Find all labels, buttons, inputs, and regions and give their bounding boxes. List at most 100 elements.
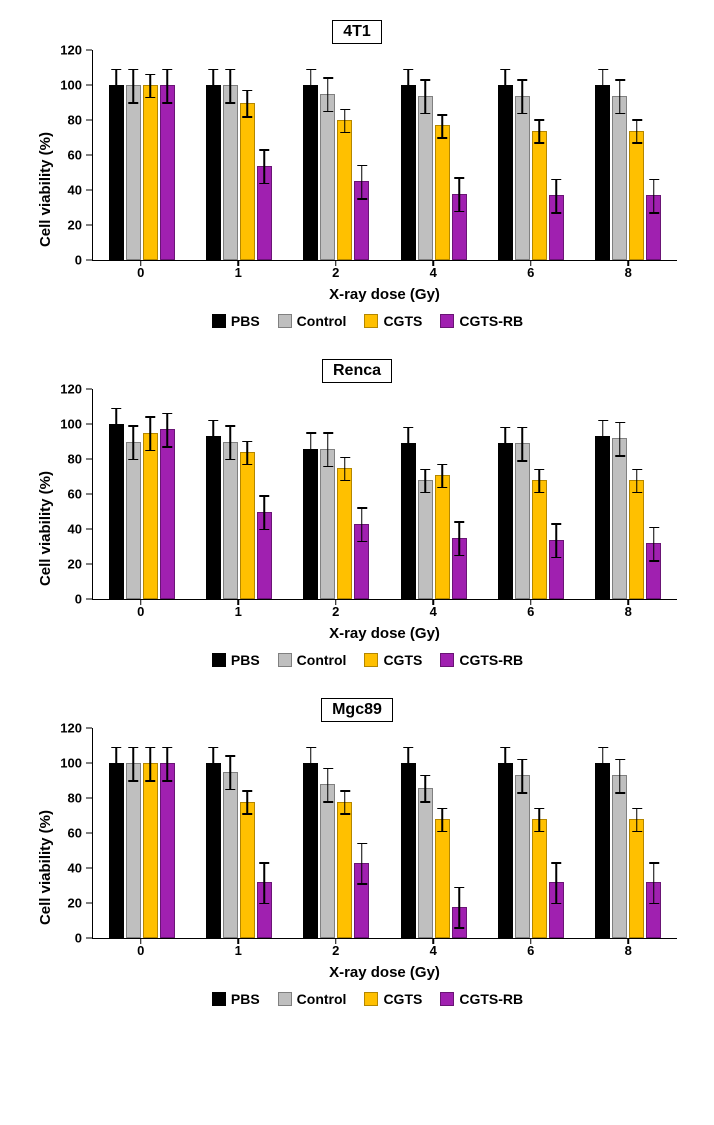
plot-area — [92, 389, 677, 600]
bar-group — [288, 389, 385, 599]
x-axis: 012468 — [92, 939, 677, 958]
bar — [354, 524, 369, 599]
y-axis-label: Cell viability (%) — [37, 810, 54, 925]
bar-group — [580, 389, 677, 599]
bar — [354, 181, 369, 260]
bar — [452, 907, 467, 939]
bar — [109, 763, 124, 938]
legend-item: PBS — [212, 313, 260, 329]
legend: PBSControlCGTSCGTS-RB — [58, 313, 677, 329]
x-axis-label: X-ray dose (Gy) — [92, 625, 677, 642]
bar-group — [190, 728, 287, 938]
legend-swatch — [440, 992, 454, 1006]
legend-item: Control — [278, 991, 347, 1007]
bar-group — [482, 50, 579, 260]
bar — [126, 85, 141, 260]
bar-group — [288, 728, 385, 938]
chart-panel: Mgc89 Cell viability (%)02040608010012001… — [37, 698, 677, 1007]
bar — [498, 763, 513, 938]
bar — [515, 96, 530, 261]
legend-swatch — [364, 314, 378, 328]
bar — [612, 775, 627, 938]
plot-area — [92, 50, 677, 261]
legend: PBSControlCGTSCGTS-RB — [58, 991, 677, 1007]
bar-group — [385, 728, 482, 938]
bar — [532, 480, 547, 599]
bar — [629, 131, 644, 261]
bar — [515, 443, 530, 599]
bar — [452, 194, 467, 261]
bar — [498, 443, 513, 599]
bar — [646, 543, 661, 599]
legend-item: CGTS-RB — [440, 313, 523, 329]
bar — [401, 443, 416, 599]
bar — [401, 85, 416, 260]
bar — [109, 85, 124, 260]
bar — [595, 763, 610, 938]
bar — [418, 788, 433, 939]
bar — [206, 436, 221, 599]
y-axis-label: Cell viability (%) — [37, 471, 54, 586]
bar-group — [288, 50, 385, 260]
bar — [257, 166, 272, 261]
bar — [223, 772, 238, 938]
legend-item: Control — [278, 652, 347, 668]
bar — [337, 468, 352, 599]
bar — [206, 763, 221, 938]
legend-swatch — [278, 653, 292, 667]
bar — [629, 819, 644, 938]
bar — [303, 85, 318, 260]
y-axis: 020406080100120 — [58, 50, 92, 260]
bar-group — [190, 50, 287, 260]
y-axis: 020406080100120 — [58, 728, 92, 938]
bar-group — [580, 50, 677, 260]
bar — [303, 763, 318, 938]
bar — [401, 763, 416, 938]
legend-swatch — [278, 314, 292, 328]
bar — [240, 802, 255, 939]
x-axis-label: X-ray dose (Gy) — [92, 964, 677, 981]
bar — [160, 429, 175, 599]
legend-swatch — [212, 314, 226, 328]
chart-panel: RencaCell viability (%)02040608010012001… — [37, 359, 677, 668]
y-axis-label: Cell viability (%) — [37, 132, 54, 247]
bar-group — [190, 389, 287, 599]
bar — [240, 452, 255, 599]
legend-item: CGTS — [364, 991, 422, 1007]
bar-group — [580, 728, 677, 938]
bar — [354, 863, 369, 938]
legend-item: CGTS-RB — [440, 652, 523, 668]
bar — [223, 442, 238, 600]
bar — [515, 775, 530, 938]
panel-title: Mgc89 — [37, 698, 677, 722]
panel-title: Renca — [37, 359, 677, 383]
bar-group — [93, 50, 190, 260]
bar — [303, 449, 318, 600]
bar — [435, 475, 450, 599]
bar — [612, 96, 627, 261]
legend-item: Control — [278, 313, 347, 329]
x-axis: 012468 — [92, 261, 677, 280]
bar — [418, 96, 433, 261]
bar — [143, 763, 158, 938]
bar — [532, 819, 547, 938]
bar — [257, 512, 272, 600]
bar — [337, 802, 352, 939]
bar — [549, 882, 564, 938]
bar — [257, 882, 272, 938]
bar — [646, 882, 661, 938]
legend-item: CGTS-RB — [440, 991, 523, 1007]
bar — [223, 85, 238, 260]
bar — [532, 131, 547, 261]
legend-item: CGTS — [364, 652, 422, 668]
bar-group — [93, 728, 190, 938]
bar — [612, 438, 627, 599]
bar — [435, 819, 450, 938]
legend-swatch — [440, 314, 454, 328]
bar — [126, 763, 141, 938]
bar — [126, 442, 141, 600]
bar — [143, 85, 158, 260]
bar — [549, 540, 564, 600]
legend-swatch — [212, 653, 226, 667]
panel-title: 4T1 — [37, 20, 677, 44]
